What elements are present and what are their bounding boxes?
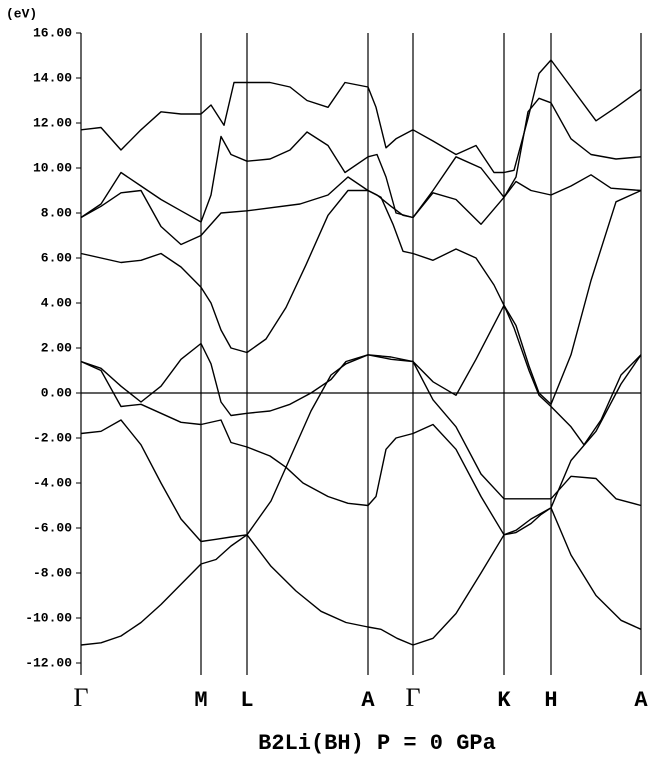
band-line [80, 354, 642, 543]
x-tick-label: M [194, 688, 207, 713]
y-tick-label: -8.00 [33, 565, 72, 580]
y-tick-label: -2.00 [33, 430, 72, 445]
y-tick-label: -10.00 [25, 610, 72, 625]
band-line [80, 507, 642, 646]
band-line [80, 97, 642, 223]
y-axis-label: (eV) [6, 6, 37, 21]
band-line [80, 189, 642, 405]
y-tick-label: 4.00 [41, 295, 72, 310]
x-tick-label: L [240, 688, 253, 713]
x-tick-label: Γ [73, 683, 88, 712]
y-tick-label: 8.00 [41, 205, 72, 220]
y-tick-label: 10.00 [33, 160, 72, 175]
band-line [80, 174, 642, 246]
chart-title: B2Li(BH) P = 0 GPa [258, 731, 496, 756]
y-tick-label: 2.00 [41, 340, 72, 355]
y-tick-label: 12.00 [33, 115, 72, 130]
y-tick-label: 16.00 [33, 25, 72, 40]
x-tick-label: H [544, 688, 557, 713]
band-line [80, 304, 642, 446]
x-tick-label: Γ [405, 683, 420, 712]
x-tick-label: A [361, 688, 375, 713]
y-tick-label: -12.00 [25, 655, 72, 670]
band-line [80, 354, 642, 536]
y-tick-label: -4.00 [33, 475, 72, 490]
band-line [80, 59, 642, 174]
x-tick-label: A [634, 688, 648, 713]
y-tick-label: 0.00 [41, 385, 72, 400]
y-tick-label: 14.00 [33, 70, 72, 85]
x-tick-label: K [497, 688, 511, 713]
y-tick-label: -6.00 [33, 520, 72, 535]
y-tick-label: 6.00 [41, 250, 72, 265]
